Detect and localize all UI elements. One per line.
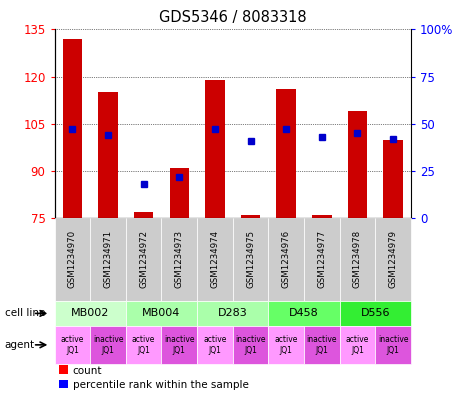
Bar <box>134 212 153 218</box>
Text: MB002: MB002 <box>71 309 109 318</box>
Bar <box>312 215 332 218</box>
Bar <box>383 140 403 218</box>
Text: active
JQ1: active JQ1 <box>203 335 227 354</box>
Text: inactive
JQ1: inactive JQ1 <box>235 335 266 354</box>
Text: active
JQ1: active JQ1 <box>132 335 155 354</box>
Text: GSM1234979: GSM1234979 <box>389 230 398 288</box>
Text: D556: D556 <box>361 309 390 318</box>
Text: percentile rank within the sample: percentile rank within the sample <box>73 380 248 390</box>
Text: GSM1234973: GSM1234973 <box>175 230 184 288</box>
Text: GSM1234970: GSM1234970 <box>68 230 77 288</box>
Text: active
JQ1: active JQ1 <box>346 335 369 354</box>
Bar <box>276 89 296 218</box>
Text: active
JQ1: active JQ1 <box>61 335 84 354</box>
Text: D283: D283 <box>218 309 247 318</box>
Text: MB004: MB004 <box>142 309 180 318</box>
Text: GSM1234972: GSM1234972 <box>139 230 148 288</box>
Text: active
JQ1: active JQ1 <box>275 335 298 354</box>
Bar <box>170 168 189 218</box>
Text: GDS5346 / 8083318: GDS5346 / 8083318 <box>159 10 306 25</box>
Text: inactive
JQ1: inactive JQ1 <box>378 335 408 354</box>
Bar <box>348 111 367 218</box>
Bar <box>205 80 225 218</box>
Text: GSM1234976: GSM1234976 <box>282 230 291 288</box>
Text: GSM1234978: GSM1234978 <box>353 230 362 288</box>
Bar <box>241 215 260 218</box>
Text: inactive
JQ1: inactive JQ1 <box>93 335 124 354</box>
Text: cell line: cell line <box>5 309 45 318</box>
Text: inactive
JQ1: inactive JQ1 <box>306 335 337 354</box>
Text: agent: agent <box>5 340 35 350</box>
Bar <box>63 39 82 218</box>
Text: D458: D458 <box>289 309 319 318</box>
Text: GSM1234971: GSM1234971 <box>104 230 113 288</box>
Text: GSM1234974: GSM1234974 <box>210 230 219 288</box>
Text: inactive
JQ1: inactive JQ1 <box>164 335 195 354</box>
Text: GSM1234975: GSM1234975 <box>246 230 255 288</box>
Text: count: count <box>73 366 102 376</box>
Bar <box>98 92 118 218</box>
Text: GSM1234977: GSM1234977 <box>317 230 326 288</box>
